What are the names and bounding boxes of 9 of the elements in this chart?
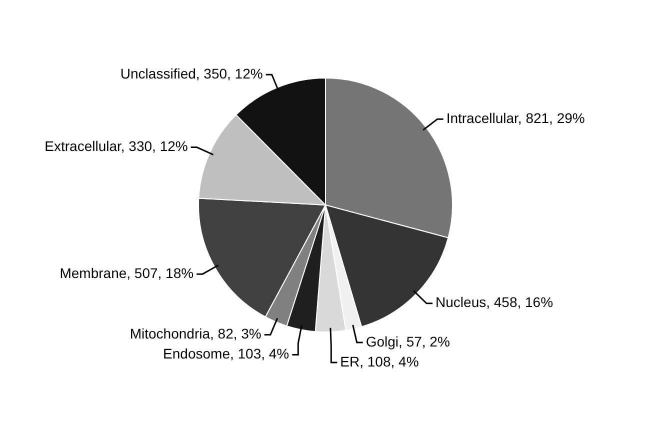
slice-label: Unclassified, 350, 12% <box>120 65 263 82</box>
slice-label: Intracellular, 821, 29% <box>446 110 585 126</box>
slice-label: Golgi, 57, 2% <box>366 333 450 350</box>
slice-label: Nucleus, 458, 16% <box>436 294 554 310</box>
slice-label: Membrane, 507, 18% <box>60 264 194 281</box>
slice-label: ER, 108, 4% <box>340 353 419 370</box>
slice-label: Mitochondria, 82, 3% <box>130 326 262 342</box>
slice-label: Endosome, 103, 4% <box>163 346 290 362</box>
slice-label: Extracellular, 330, 12% <box>44 138 188 154</box>
